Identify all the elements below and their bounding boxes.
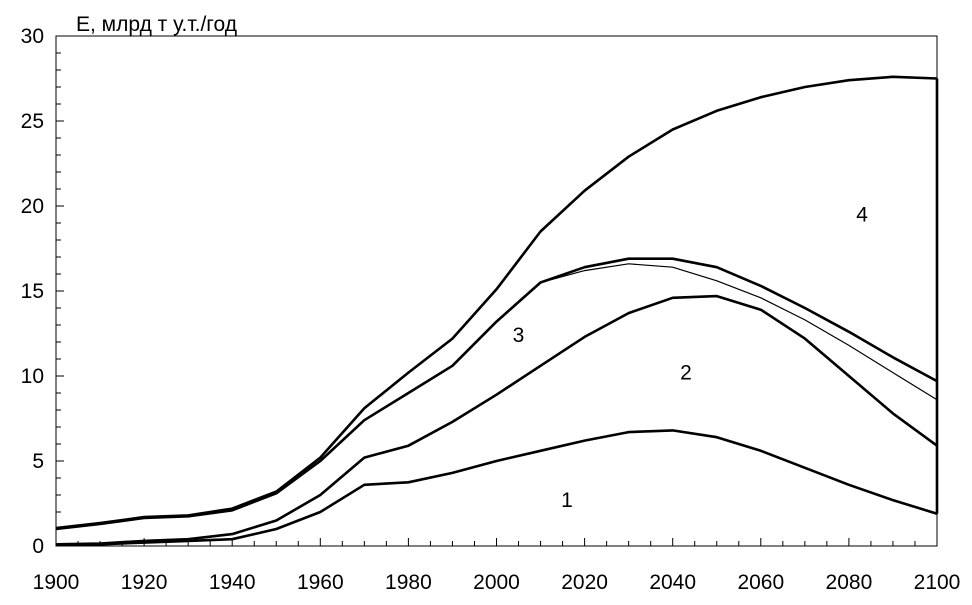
y-tick-label: 30 [21,25,44,48]
region-label: 1 [561,489,573,512]
curves [55,75,939,547]
x-tick-label: 2100 [914,571,961,594]
curve-labels: 1 2 3 4 [513,204,869,513]
x-tick-label: 2080 [826,571,873,594]
x-tick-label: 2060 [737,571,784,594]
x-tick-label: 2020 [561,571,608,594]
y-tick-label: 5 [32,450,44,473]
series-line-4 [55,263,938,530]
region-label: 2 [680,362,692,385]
y-tick-label: 10 [21,365,44,388]
x-tick-label: 1940 [209,571,256,594]
series-line-1 [55,429,938,547]
y-tick-label: 0 [32,535,44,558]
x-tick-label: 2040 [649,571,696,594]
y-tick-label: 25 [21,110,44,133]
region-label: 3 [513,324,525,347]
x-tick-label: 1900 [33,571,80,594]
y-axis-label: E, млрд т у.т./год [76,13,237,36]
y-tick-label: 15 [21,280,44,303]
x-tick-label: 1920 [121,571,168,594]
series-line-5 [55,75,938,530]
x-tick-label: 1960 [297,571,344,594]
x-tick-label: 2000 [473,571,520,594]
axes: 0 5 10 15 20 25 30 1900 1920 1940 1960 1980 2000 2020… [21,25,961,594]
x-tick-label: 1980 [385,571,432,594]
region-label: 4 [856,204,868,227]
series-line-2 [55,294,938,546]
y-tick-label: 20 [21,195,44,218]
